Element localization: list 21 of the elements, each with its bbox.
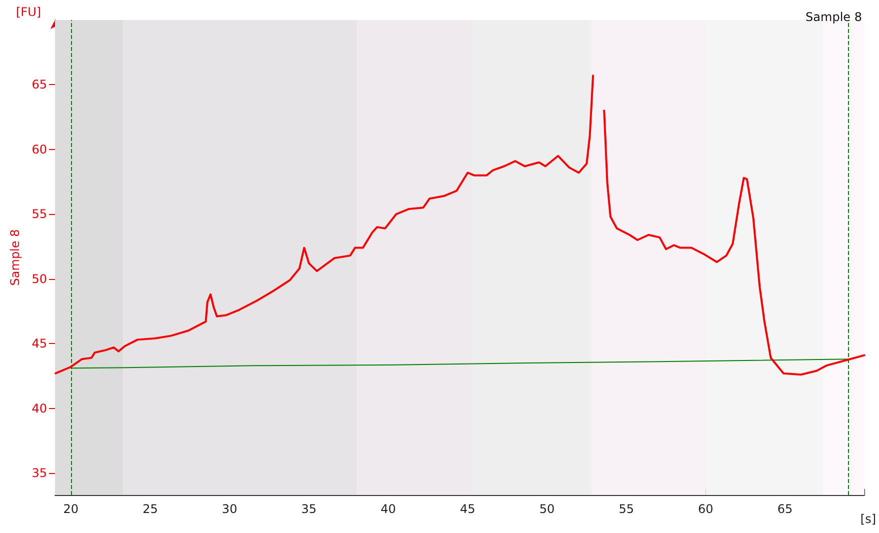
y-tick-label: 60: [32, 142, 47, 156]
x-tick-label: 65: [777, 502, 793, 516]
y-tick-label: 55: [32, 207, 47, 222]
text: [FU]: [16, 5, 42, 19]
x-tick-label: 35: [301, 502, 317, 516]
chart-title: Sample 8: [806, 10, 862, 24]
y-axis-title: Sample 8: [8, 229, 22, 286]
x-tick-label: 25: [142, 502, 158, 516]
x-tick-label: 60: [698, 502, 714, 516]
y-tick-label: 35: [32, 466, 47, 480]
y-tick-label: 65: [32, 78, 47, 92]
y-tick-label: 45: [32, 336, 47, 351]
x-axis-title: [s]: [860, 512, 876, 526]
x-tick-label: 55: [618, 502, 634, 516]
x-tick-label: 50: [539, 502, 555, 516]
x-tick-label: 40: [380, 502, 396, 516]
y-tick-label: 40: [32, 401, 47, 416]
x-tick-label: 20: [63, 502, 79, 516]
x-tick-label: 45: [460, 502, 476, 516]
y-tick-label: 50: [32, 272, 47, 286]
x-tick-label: 30: [222, 502, 238, 516]
